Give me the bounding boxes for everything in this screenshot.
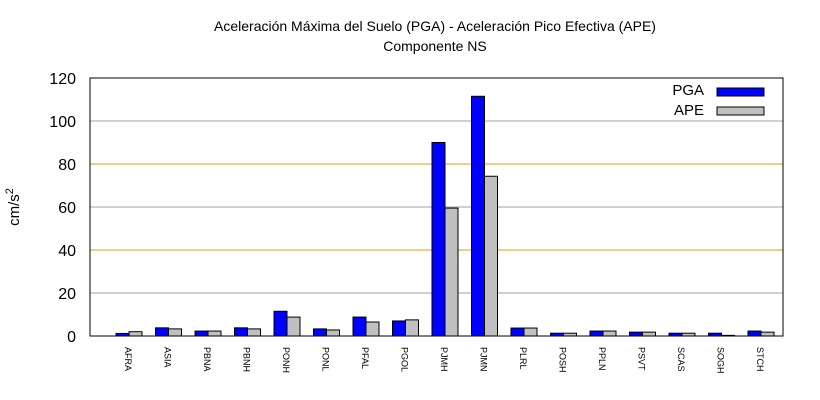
x-tick-label: PBNH xyxy=(242,347,252,372)
bar-pga-ponh xyxy=(273,310,288,337)
x-tick-label: PONH xyxy=(281,347,291,373)
bar-pga-pjmn xyxy=(471,95,485,337)
y-tick-label: 100 xyxy=(49,114,76,131)
bar-ape-pjmn xyxy=(484,175,498,337)
bar-ape-pbna xyxy=(207,330,222,337)
y-axis-label-exponent: 2 xyxy=(4,188,16,194)
x-tick-label: PLRL xyxy=(518,347,528,370)
legend-swatch-pga xyxy=(716,87,765,97)
x-tick-label: POSH xyxy=(558,347,568,373)
x-tick-label: PGOL xyxy=(400,347,410,372)
x-tick-label: PFAL xyxy=(360,347,370,369)
bar-pga-plrl xyxy=(510,327,525,337)
bar-ape-stch xyxy=(760,331,775,337)
y-tick-label: 20 xyxy=(58,286,76,303)
y-tick-label: 40 xyxy=(58,243,76,260)
bar-ape-asia xyxy=(168,328,182,337)
chart-title: Aceleración Máxima del Suelo (PGA) - Ace… xyxy=(214,18,656,34)
bar-pga-ppln xyxy=(589,330,604,337)
y-axis-label-unit: cm/s xyxy=(6,194,23,226)
y-tick-label: 80 xyxy=(58,157,76,174)
bar-ape-ppln xyxy=(602,330,617,337)
bar-ape-pfal xyxy=(365,321,380,337)
x-tick-label: PSVT xyxy=(637,347,647,371)
x-tick-label: PBNA xyxy=(202,347,212,372)
bar-pga-ponl xyxy=(313,328,327,337)
x-tick-label: PJMH xyxy=(439,347,449,372)
y-axis-label: cm/s2 xyxy=(4,188,23,226)
bar-ape-pjmh xyxy=(444,207,459,337)
x-tick-label: SCAS xyxy=(676,347,686,372)
bar-ape-afra xyxy=(128,331,143,337)
bar-pga-psvt xyxy=(629,331,643,337)
x-tick-label: STCH xyxy=(755,347,765,372)
x-tick-label: SOGH xyxy=(716,347,726,374)
bar-pga-pbnh xyxy=(234,327,248,337)
bar-pga-asia xyxy=(155,327,169,337)
chart-subtitle: Componente NS xyxy=(383,38,487,54)
bar-ape-psvt xyxy=(642,331,656,337)
bar-pga-pjmh xyxy=(431,142,446,337)
x-tick-label: PPLN xyxy=(597,347,607,371)
y-tick-label: 60 xyxy=(58,200,76,217)
x-tick-label: ASIA xyxy=(163,347,173,368)
bar-ape-ponh xyxy=(286,316,301,337)
y-tick-label: 0 xyxy=(67,329,76,346)
bar-ape-ponl xyxy=(326,329,340,337)
bar-ape-pgol xyxy=(405,319,419,337)
x-tick-label: PJMN xyxy=(479,347,489,372)
plot-frame xyxy=(89,77,784,337)
legend: PGA APE xyxy=(672,82,765,119)
legend-label-pga: PGA xyxy=(672,82,704,99)
bar-ape-plrl xyxy=(523,327,538,337)
bar-pga-pbna xyxy=(194,330,209,337)
x-tick-label: PONL xyxy=(321,347,331,372)
bar-pga-pgol xyxy=(392,320,406,337)
x-tick-label: AFRA xyxy=(123,347,133,371)
y-tick-label: 120 xyxy=(49,71,76,88)
legend-label-ape: APE xyxy=(674,102,704,119)
bar-pga-pfal xyxy=(352,316,367,337)
legend-swatch-ape xyxy=(716,106,765,116)
bar-ape-pbnh xyxy=(247,328,261,337)
bar-pga-stch xyxy=(747,330,762,337)
